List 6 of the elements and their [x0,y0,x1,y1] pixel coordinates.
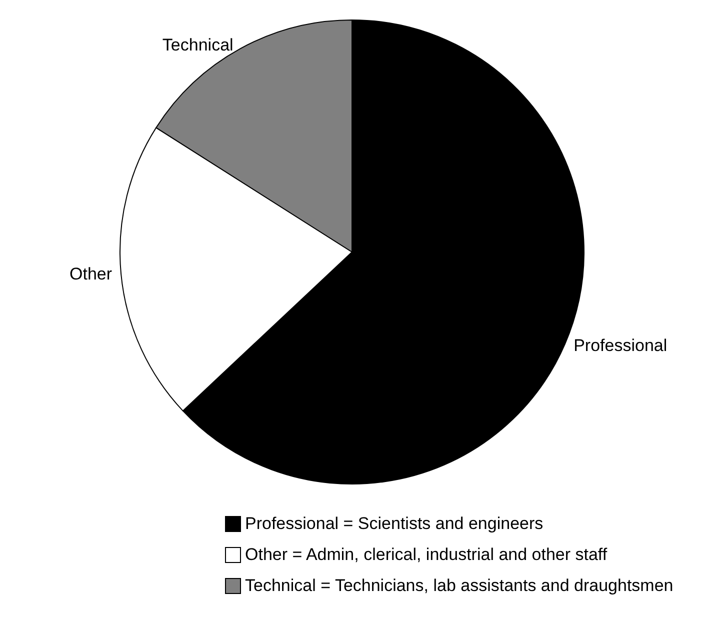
slice-label: Technical [162,36,234,55]
text: Technical = Technicians, lab assistants and draughtsmen [245,576,674,596]
slice-label: Other [70,264,112,284]
text: Other = Admin, clerical, industrial and other staff [245,544,608,564]
slice-label: Professional [574,336,668,356]
text: Professional = Scientists and engineers [245,514,544,534]
